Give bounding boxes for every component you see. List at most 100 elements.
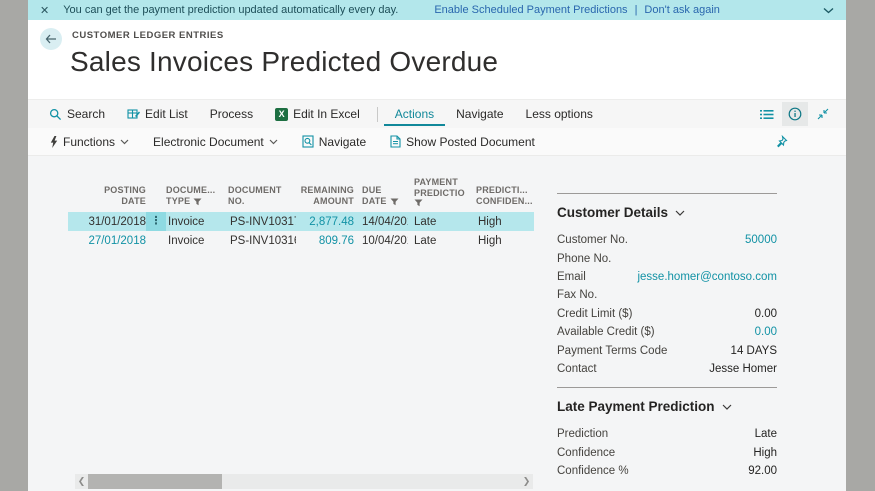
- col-header-document-no[interactable]: DOCUMENT NO.: [228, 185, 296, 207]
- scroll-left-arrow[interactable]: ❮: [77, 476, 86, 486]
- col-amount-line1: REMAINING: [300, 185, 354, 195]
- lightning-icon: [50, 135, 58, 148]
- page-title: Sales Invoices Predicted Overdue: [70, 46, 499, 77]
- functions-chevron-icon: [120, 139, 129, 145]
- field-value-link[interactable]: 0.00: [754, 326, 777, 339]
- ribbon-navigate-button[interactable]: Navigate: [290, 135, 378, 149]
- navigate-search-doc-icon: [302, 135, 314, 148]
- late-payment-prediction-title: Late Payment Prediction: [557, 399, 715, 415]
- field-available-credit: Available Credit ($) 0.00: [557, 323, 777, 341]
- edit-list-label: Edit List: [145, 107, 188, 121]
- field-customer-no: Customer No. 50000: [557, 231, 777, 249]
- field-prediction: Prediction Late: [557, 425, 777, 443]
- search-button[interactable]: Search: [38, 100, 116, 128]
- info-pane-button[interactable]: [782, 102, 808, 126]
- col-header-prediction-confidence[interactable]: PREDICTI... CONFIDEN...: [476, 185, 534, 207]
- navigate-label: Navigate: [456, 107, 504, 121]
- notification-close-icon[interactable]: ✕: [40, 4, 50, 17]
- cell-posting-date[interactable]: 27/01/2018: [88, 234, 146, 247]
- field-value-link[interactable]: jesse.homer@contoso.com: [637, 270, 777, 283]
- field-value: 14 DAYS: [730, 344, 777, 357]
- late-payment-prediction-section-header[interactable]: Late Payment Prediction: [557, 399, 777, 414]
- cell-remaining-amount[interactable]: 2,877.48: [309, 215, 354, 228]
- back-button[interactable]: [40, 28, 62, 50]
- filter-funnel-icon: [390, 198, 399, 205]
- cell-due-date: 14/04/2018: [362, 215, 408, 228]
- cell-posting-date[interactable]: 31/01/2018: [88, 215, 146, 228]
- factbox-divider: [557, 387, 777, 389]
- electronic-document-menu[interactable]: Electronic Document: [141, 135, 290, 149]
- customer-details-section-header[interactable]: Customer Details: [557, 205, 777, 220]
- functions-menu[interactable]: Functions: [38, 135, 141, 149]
- tab-actions[interactable]: Actions: [383, 102, 446, 126]
- action-toolbar: Search Edit List Process X Edit In Excel…: [28, 99, 846, 128]
- page-header: CUSTOMER LEDGER ENTRIES Sales Invoices P…: [28, 20, 846, 99]
- field-label: Phone No.: [557, 252, 612, 265]
- notification-chevron-down-icon[interactable]: [823, 7, 834, 14]
- field-value: 0.00: [754, 307, 777, 320]
- field-value: 92.00: [748, 465, 777, 478]
- col-posting-date-line1: POSTING: [104, 185, 146, 195]
- customer-details-title: Customer Details: [557, 205, 669, 220]
- col-pay-line1: PAYMENT: [414, 177, 458, 187]
- info-icon: [788, 107, 802, 121]
- field-value: Jesse Homer: [709, 362, 777, 375]
- col-header-payment-prediction[interactable]: PAYMENT PREDICTIO: [408, 177, 476, 207]
- notification-separator: |: [634, 4, 638, 16]
- content-area: POSTING DATE DOCUME... TYPE DOCUMENT NO.…: [28, 156, 846, 491]
- factbox-pane: Customer Details Customer No. 50000 Phon…: [557, 156, 777, 489]
- horizontal-scrollbar[interactable]: ❮ ❯: [75, 474, 533, 489]
- field-confidence: Confidence High: [557, 444, 777, 462]
- notification-action-enable[interactable]: Enable Scheduled Payment Predictions: [434, 4, 628, 16]
- cell-prediction-confidence: High: [478, 234, 502, 247]
- filter-funnel-icon: [193, 198, 202, 205]
- table-row[interactable]: 27/01/2018 Invoice PS-INV103169 809.76 1…: [68, 231, 534, 250]
- field-value-link[interactable]: 50000: [745, 234, 777, 247]
- notification-bar: ✕ You can get the payment prediction upd…: [28, 0, 846, 20]
- cell-remaining-amount[interactable]: 809.76: [318, 234, 354, 247]
- col-conf-line1: PREDICTI...: [476, 185, 528, 195]
- toolbar-separator: [376, 106, 378, 122]
- ribbon-toolbar: Functions Electronic Document Navigate S…: [28, 128, 846, 156]
- show-posted-document-button[interactable]: Show Posted Document: [378, 135, 547, 149]
- col-header-remaining-amount[interactable]: REMAINING AMOUNT: [296, 185, 354, 207]
- col-header-posting-date[interactable]: POSTING DATE: [68, 185, 146, 207]
- field-credit-limit: Credit Limit ($) 0.00: [557, 305, 777, 323]
- process-label: Process: [209, 107, 254, 121]
- col-header-document-type[interactable]: DOCUME... TYPE: [166, 185, 228, 207]
- pin-icon[interactable]: [775, 135, 788, 148]
- tab-navigate[interactable]: Navigate: [445, 100, 514, 128]
- back-arrow-icon: [45, 34, 57, 44]
- edit-list-button[interactable]: Edit List: [116, 100, 199, 128]
- field-value: High: [753, 446, 777, 459]
- ledger-entries-table: POSTING DATE DOCUME... TYPE DOCUMENT NO.…: [68, 156, 534, 250]
- tab-less-options[interactable]: Less options: [515, 100, 604, 128]
- collapse-arrows-icon: [817, 108, 829, 120]
- field-fax-no: Fax No.: [557, 286, 777, 304]
- col-conf-line2: CONFIDEN...: [476, 196, 533, 206]
- col-doc-no-line2: NO.: [228, 196, 245, 206]
- field-label: Customer No.: [557, 234, 628, 247]
- field-label: Credit Limit ($): [557, 307, 633, 320]
- section-chevron-down-icon: [675, 210, 685, 216]
- table-row[interactable]: 31/01/2018 ⋮ Invoice PS-INV103171 2,877.…: [68, 212, 534, 231]
- field-value: Late: [754, 428, 777, 441]
- edit-in-excel-label: Edit In Excel: [293, 107, 360, 121]
- notification-action-dismiss[interactable]: Don't ask again: [644, 4, 720, 16]
- edit-in-excel-button[interactable]: X Edit In Excel: [264, 100, 371, 128]
- field-label: Fax No.: [557, 289, 598, 302]
- show-posted-document-label: Show Posted Document: [406, 134, 535, 149]
- col-header-due-date[interactable]: DUE DATE: [354, 185, 408, 207]
- app-window: ✕ You can get the payment prediction upd…: [28, 0, 846, 491]
- scrollbar-thumb[interactable]: [88, 474, 222, 489]
- actions-label: Actions: [394, 107, 435, 121]
- collapse-button[interactable]: [810, 102, 836, 126]
- scroll-right-arrow[interactable]: ❯: [522, 476, 531, 486]
- section-chevron-down-icon: [722, 404, 732, 410]
- col-due-line1: DUE: [362, 185, 382, 195]
- col-doc-type-line2: TYPE: [166, 196, 191, 206]
- cell-payment-prediction: Late: [414, 215, 437, 228]
- row-menu-icon[interactable]: ⋮: [146, 212, 166, 231]
- process-button[interactable]: Process: [199, 100, 264, 128]
- list-view-button[interactable]: [754, 102, 780, 126]
